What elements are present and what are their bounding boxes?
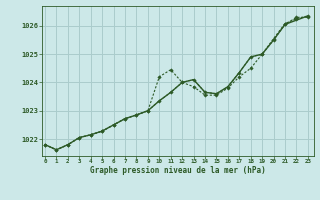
- X-axis label: Graphe pression niveau de la mer (hPa): Graphe pression niveau de la mer (hPa): [90, 166, 266, 175]
